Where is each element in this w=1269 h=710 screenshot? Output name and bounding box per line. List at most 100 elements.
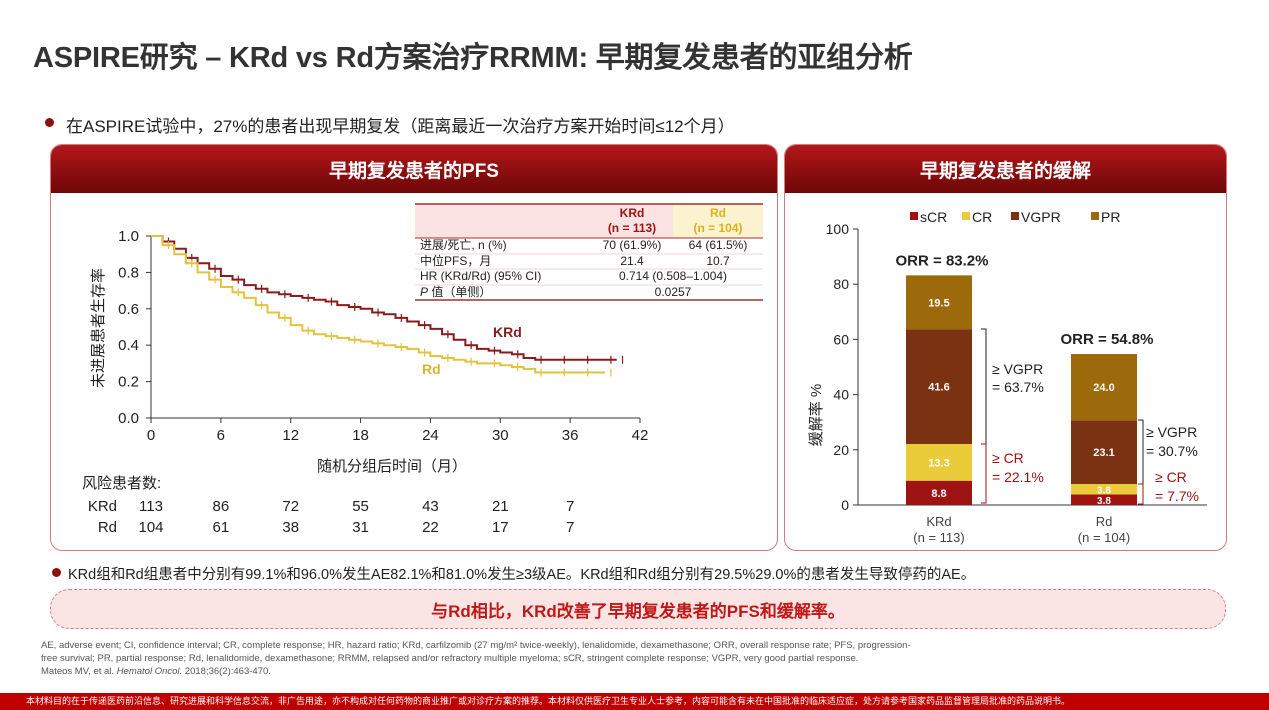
table-header-bg-krd bbox=[415, 204, 673, 238]
bar-y-tick-label: 20 bbox=[833, 442, 849, 458]
table-cell-krd: 21.4 bbox=[620, 254, 644, 268]
legend-swatch-scr bbox=[910, 212, 918, 220]
bar-y-tick-label: 100 bbox=[826, 221, 850, 237]
bracket-text: ≥ CR bbox=[992, 450, 1024, 466]
bullet-dot bbox=[52, 568, 61, 577]
risk-row-name: KRd bbox=[88, 498, 117, 515]
pfs-panel-header: 早期复发患者的PFS bbox=[51, 145, 777, 193]
km-curve-rd bbox=[151, 235, 606, 374]
km-x-tick-label: 36 bbox=[562, 427, 579, 444]
bar-category-label: KRd bbox=[926, 514, 951, 529]
bracket-line bbox=[1138, 483, 1144, 505]
pfs-panel: 早期复发患者的PFS KRd (n = 113) Rd (n = 104) 进展… bbox=[50, 144, 778, 551]
bar-segment-vgpr bbox=[906, 329, 972, 445]
bar-value-label: 8.8 bbox=[931, 488, 946, 500]
bar-category-label: Rd bbox=[1096, 514, 1113, 529]
bullet-dot bbox=[45, 118, 54, 127]
bar-value-label: 24.0 bbox=[1093, 382, 1114, 394]
legend-swatch-pr bbox=[1091, 212, 1099, 220]
km-x-tick-label: 6 bbox=[217, 427, 225, 444]
bar-value-label: 3.8 bbox=[1097, 496, 1111, 507]
bar-category-n: (n = 104) bbox=[1078, 530, 1130, 545]
table-row-label: 中位PFS，月 bbox=[420, 253, 491, 268]
bar-value-label: 3.8 bbox=[1097, 485, 1111, 496]
response-bar-chart: sCR CR VGPR PR 0 20 40 60 80 100 缓解率 % 8.8 13.3 41… bbox=[808, 209, 1207, 545]
risk-count: 17 bbox=[492, 519, 509, 536]
legend-swatch-cr bbox=[962, 212, 970, 220]
risk-count: 21 bbox=[492, 498, 509, 515]
bracket-text: = 22.1% bbox=[992, 469, 1044, 485]
legend-label: CR bbox=[972, 209, 992, 225]
table-head-krd-n: (n = 113) bbox=[608, 221, 656, 235]
km-x-tick-label: 12 bbox=[282, 427, 299, 444]
bracket-text: ≥ VGPR bbox=[1146, 424, 1197, 440]
km-y-tick-label: 0.6 bbox=[118, 301, 139, 318]
legend-label: VGPR bbox=[1021, 209, 1061, 225]
bar-segment-scr bbox=[906, 480, 972, 505]
bracket-text: = 30.7% bbox=[1146, 443, 1198, 459]
risk-count: 55 bbox=[352, 498, 369, 515]
bar-segment-vgpr bbox=[1071, 420, 1137, 485]
rd-cr-bracket: ≥ CR = 7.7% bbox=[1138, 469, 1199, 505]
legend-label: PR bbox=[1101, 209, 1120, 225]
risk-title: 风险患者数: bbox=[82, 475, 161, 492]
disclaimer-bar: 本材料目的在于传递医药前沿信息、研究进展和科学信息交流，非广告用途，亦不构成对任… bbox=[0, 693, 1269, 710]
conclusion-callout: 与Rd相比，KRd改善了早期复发患者的PFS和缓解率。 bbox=[50, 589, 1226, 629]
km-curves bbox=[151, 235, 624, 377]
km-x-ticks: 0 6 12 18 24 30 36 42 bbox=[147, 418, 649, 444]
bar-y-tick-label: 40 bbox=[833, 387, 849, 403]
bar-legend: sCR CR VGPR PR bbox=[910, 209, 1120, 225]
bar-segment-pr bbox=[1071, 354, 1137, 421]
km-x-label: 随机分组后时间（月） bbox=[317, 458, 467, 475]
reference-authors: Mateos MV, et al. bbox=[41, 666, 117, 677]
table-cell-rd: 10.7 bbox=[706, 254, 730, 268]
risk-table: KRd 113 86 72 55 43 21 7 Rd 104 61 38 31 22 17 7 bbox=[88, 498, 575, 536]
km-y-tick-label: 0.2 bbox=[118, 374, 139, 391]
reference-journal: Hematol Oncol. bbox=[116, 666, 183, 677]
km-x-tick-label: 42 bbox=[632, 427, 649, 444]
km-label-krd: KRd bbox=[493, 324, 522, 340]
bar-segment-scr bbox=[1071, 494, 1137, 505]
bar-y-tick-label: 80 bbox=[833, 276, 849, 292]
table-head-rd-n: (n = 104) bbox=[693, 221, 742, 235]
pfs-summary-table: KRd (n = 113) Rd (n = 104) 进展/死亡, n (%) … bbox=[415, 203, 763, 301]
bar-stacks: 8.8 13.3 41.6 19.5 3.83.8 23.1 24.0 bbox=[906, 275, 1137, 507]
bracket-text: = 63.7% bbox=[992, 379, 1044, 395]
bar-value-label: 19.5 bbox=[928, 297, 949, 309]
footnote-line: AE, adverse event; CI, confidence interv… bbox=[41, 640, 911, 651]
bullet-early-relapse: 在ASPIRE试验中，27%的患者出现早期复发（距离最近一次治疗方案开始时间≤1… bbox=[66, 117, 735, 136]
bar-segment-cr bbox=[1071, 484, 1137, 495]
km-axes bbox=[150, 236, 640, 419]
bar-y-tick-label: 0 bbox=[841, 497, 849, 513]
bar-segment-pr bbox=[906, 275, 972, 330]
table-head-krd: KRd bbox=[620, 206, 645, 220]
reference: Mateos MV, et al. Hematol Oncol. 2018;36… bbox=[41, 666, 271, 677]
bar-categories: KRd(n = 113) Rd(n = 104) bbox=[913, 514, 1130, 545]
bar-segment-cr bbox=[906, 444, 972, 481]
km-y-ticks: 0.0 0.2 0.4 0.6 0.8 1.0 bbox=[118, 228, 151, 427]
bar-y-tick-label: 60 bbox=[833, 331, 849, 347]
orr-label: ORR = 83.2% bbox=[896, 252, 989, 269]
table-cell-krd: 70 (61.9%) bbox=[603, 238, 662, 252]
km-x-tick-label: 24 bbox=[422, 427, 439, 444]
table-cell-rd: 64 (61.5%) bbox=[689, 238, 748, 252]
km-chart: KRd (n = 113) Rd (n = 104) 进展/死亡, n (%) … bbox=[82, 203, 763, 536]
bar-value-label: 13.3 bbox=[928, 457, 949, 469]
bracket-line bbox=[1138, 419, 1144, 485]
risk-count: 7 bbox=[566, 498, 574, 515]
risk-row-name: Rd bbox=[98, 519, 117, 536]
bracket-text: ≥ CR bbox=[1155, 469, 1187, 485]
legend-label: sCR bbox=[920, 209, 947, 225]
km-x-tick-label: 30 bbox=[492, 427, 509, 444]
risk-count: 104 bbox=[138, 519, 163, 536]
km-curve-krd bbox=[151, 235, 617, 361]
risk-count: 72 bbox=[282, 498, 299, 515]
km-x-tick-label: 0 bbox=[147, 427, 155, 444]
table-header-bg-rd bbox=[673, 204, 763, 238]
km-y-tick-label: 0.0 bbox=[118, 410, 139, 427]
km-y-tick-label: 0.8 bbox=[118, 264, 139, 281]
page-title: ASPIRE研究 – KRd vs Rd方案治疗RRMM: 早期复发患者的亚组分… bbox=[33, 42, 913, 74]
bar-category-n: (n = 113) bbox=[913, 530, 964, 545]
response-panel: 早期复发患者的缓解 sCR CR VGPR PR 0 20 40 60 80 100 缓解率 %… bbox=[784, 144, 1227, 551]
risk-count: 31 bbox=[352, 519, 369, 536]
